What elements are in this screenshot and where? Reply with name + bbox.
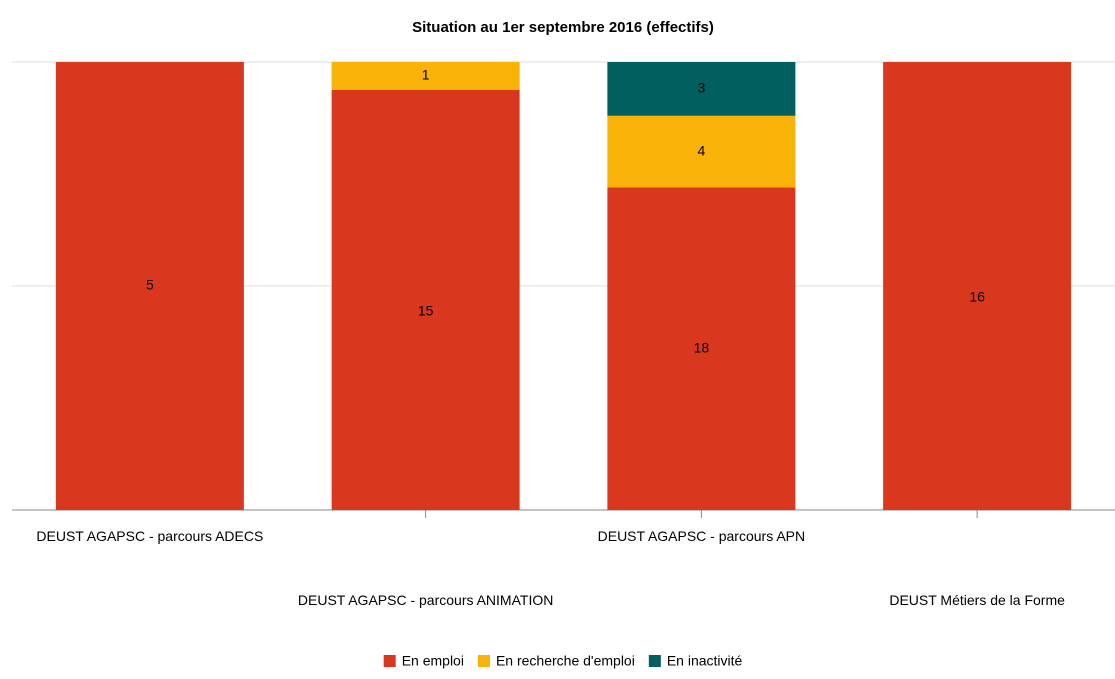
data-label: 5 (146, 277, 154, 293)
data-label: 3 (697, 80, 705, 96)
legend-swatch (477, 655, 490, 667)
legend-swatch (383, 655, 396, 667)
bar-segment (607, 115, 796, 188)
legend: En emploi En recherche d'emploi En inactiv… (383, 653, 743, 669)
data-label: 1 (422, 67, 430, 83)
x-tick-label: DEUST AGAPSC - parcours APN (597, 528, 806, 544)
x-tick-label: DEUST Métiers de la Forme (889, 592, 1065, 608)
data-label: 15 (418, 303, 434, 319)
chart-title: Situation au 1er septembre 2016 (effecti… (412, 19, 714, 36)
legend-label: En emploi (402, 653, 464, 669)
data-label: 16 (969, 289, 985, 305)
legend-label: En inactivité (667, 653, 743, 669)
bar-segment (55, 62, 244, 510)
data-label: 18 (694, 339, 710, 355)
bar-segment (883, 62, 1072, 510)
bar-segment (607, 187, 796, 510)
x-tick-label: DEUST AGAPSC - parcours ANIMATION (297, 592, 554, 608)
x-tick-label: DEUST AGAPSC - parcours ADECS (36, 528, 264, 544)
legend-swatch (648, 655, 661, 667)
bar-segment (331, 62, 520, 90)
bar-segment (331, 90, 520, 510)
bar-segment (607, 62, 796, 116)
data-label: 4 (697, 142, 705, 158)
legend-label: En recherche d'emploi (496, 653, 635, 669)
